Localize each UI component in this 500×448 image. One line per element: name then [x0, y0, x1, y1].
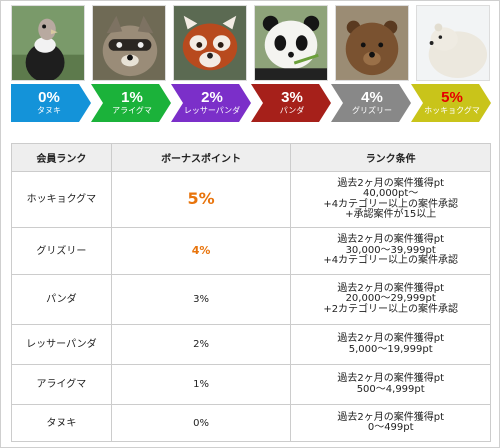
condition-line: 0～499pt: [367, 422, 414, 433]
tier-label-2: 2% レッサーパンダ: [174, 84, 250, 122]
tier-label-3: 3% パンダ: [257, 84, 327, 122]
rank-condition: 過去2ヶ月の案件獲得pt 20,000～29,999pt +2カテゴリー以上の案…: [290, 274, 491, 325]
red-panda-photo: [173, 5, 247, 81]
bonus-percent: 5%: [187, 188, 215, 208]
tier-percent: 0%: [38, 89, 60, 106]
table-row: ホッキョクグマ 5% 過去2ヶ月の案件獲得pt 40,000pt～ +4カテゴリ…: [11, 171, 491, 228]
rank-condition: 過去2ヶ月の案件獲得pt 0～499pt: [290, 404, 491, 442]
condition-line: +4カテゴリー以上の案件承認: [323, 198, 459, 210]
rank-name: ホッキョクグマ: [11, 171, 112, 228]
tier-name: アライグマ: [112, 106, 152, 115]
arrow-band-graphic: [11, 84, 491, 122]
bonus-value: 1%: [110, 364, 292, 405]
bonus-value: 5%: [110, 171, 292, 228]
condition-line: 5,000～19,999pt: [348, 343, 433, 355]
rank-conditions-table: 会員ランク ボーナスポイント ランク条件 ホッキョクグマ 5% 過去2ヶ月の案件…: [11, 143, 491, 442]
tier-percent: 1%: [121, 89, 143, 106]
tier-percent: 5%: [441, 89, 463, 106]
rank-condition: 過去2ヶ月の案件獲得pt 40,000pt～ +4カテゴリー以上の案件承認 +承…: [290, 171, 491, 228]
header-bonus-points: ボーナスポイント: [110, 143, 292, 172]
tier-label-4: 4% グリズリー: [337, 84, 407, 122]
arrow-segment-1: [91, 84, 171, 122]
table-row: タヌキ 0% 過去2ヶ月の案件獲得pt 0～499pt: [11, 404, 491, 442]
condition-line: 過去2ヶ月の案件獲得pt: [337, 177, 444, 189]
condition-line: +4カテゴリー以上の案件承認: [323, 255, 459, 267]
bonus-percent: 4%: [191, 244, 211, 257]
rank-name: グリズリー: [11, 227, 112, 275]
rank-name: タヌキ: [11, 404, 112, 442]
condition-line: 30,000～39,999pt: [345, 244, 436, 256]
condition-line: +2カテゴリー以上の案件承認: [323, 303, 459, 315]
condition-line: +承認案件が15以上: [345, 209, 437, 220]
rank-progress-arrows: 0% タヌキ 1% アライグマ 2% レッサーパンダ 3% パンダ 4% グリズ…: [11, 84, 491, 122]
arrow-segment-0: [11, 84, 91, 122]
tier-percent: 4%: [361, 89, 383, 106]
bonus-value: 0%: [110, 404, 292, 442]
condor-photo: [11, 5, 85, 81]
tier-label-1: 1% アライグマ: [97, 84, 167, 122]
grizzly-bear-photo: [335, 5, 409, 81]
condition-line: 過去2ヶ月の案件獲得pt: [337, 373, 444, 384]
tier-name: タヌキ: [37, 106, 61, 115]
condition-line: 500～4,999pt: [356, 383, 425, 395]
header-member-rank: 会員ランク: [11, 143, 112, 172]
tier-label-5: 5% ホッキョクグマ: [415, 84, 489, 122]
table-header-row: 会員ランク ボーナスポイント ランク条件: [11, 143, 491, 172]
table-row: レッサーパンダ 2% 過去2ヶ月の案件獲得pt 5,000～19,999pt: [11, 324, 491, 365]
condition-line: 40,000pt～: [363, 188, 419, 199]
raccoon-photo: [92, 5, 166, 81]
rank-name: レッサーパンダ: [11, 324, 112, 365]
condition-line: 過去2ヶ月の案件獲得pt: [337, 411, 444, 423]
tier-name: パンダ: [279, 106, 305, 115]
bonus-value: 4%: [110, 227, 292, 275]
table-row: グリズリー 4% 過去2ヶ月の案件獲得pt 30,000～39,999pt +4…: [11, 227, 491, 275]
arrow-segment-4: [331, 84, 411, 122]
arrow-segment-3: [251, 84, 331, 122]
table-row: パンダ 3% 過去2ヶ月の案件獲得pt 20,000～29,999pt +2カテ…: [11, 274, 491, 325]
rank-condition: 過去2ヶ月の案件獲得pt 30,000～39,999pt +4カテゴリー以上の案…: [290, 227, 491, 275]
arrow-segment-2: [171, 84, 251, 122]
rank-condition: 過去2ヶ月の案件獲得pt 500～4,999pt: [290, 364, 491, 405]
condition-line: 過去2ヶ月の案件獲得pt: [337, 333, 444, 344]
tier-percent: 3%: [281, 89, 303, 106]
bonus-value: 3%: [110, 274, 292, 325]
polar-bear-photo: [416, 5, 490, 81]
bonus-value: 2%: [110, 324, 292, 365]
arrow-segment-5: [411, 84, 491, 122]
condition-line: 過去2ヶ月の案件獲得pt: [337, 282, 444, 294]
header-rank-conditions: ランク条件: [290, 143, 491, 172]
animal-photo-strip: [11, 5, 491, 81]
table-row: アライグマ 1% 過去2ヶ月の案件獲得pt 500～4,999pt: [11, 364, 491, 405]
panda-photo: [254, 5, 328, 81]
tier-percent: 2%: [201, 89, 223, 106]
tier-name: グリズリー: [352, 106, 392, 115]
rank-name: パンダ: [11, 274, 112, 325]
rank-name: アライグマ: [11, 364, 112, 405]
tier-name: レッサーパンダ: [183, 106, 241, 115]
condition-line: 20,000～29,999pt: [345, 293, 436, 305]
condition-line: 過去2ヶ月の案件獲得pt: [337, 234, 444, 246]
rank-condition: 過去2ヶ月の案件獲得pt 5,000～19,999pt: [290, 324, 491, 365]
tier-name: ホッキョクグマ: [424, 106, 480, 115]
tier-label-0: 0% タヌキ: [11, 84, 87, 122]
